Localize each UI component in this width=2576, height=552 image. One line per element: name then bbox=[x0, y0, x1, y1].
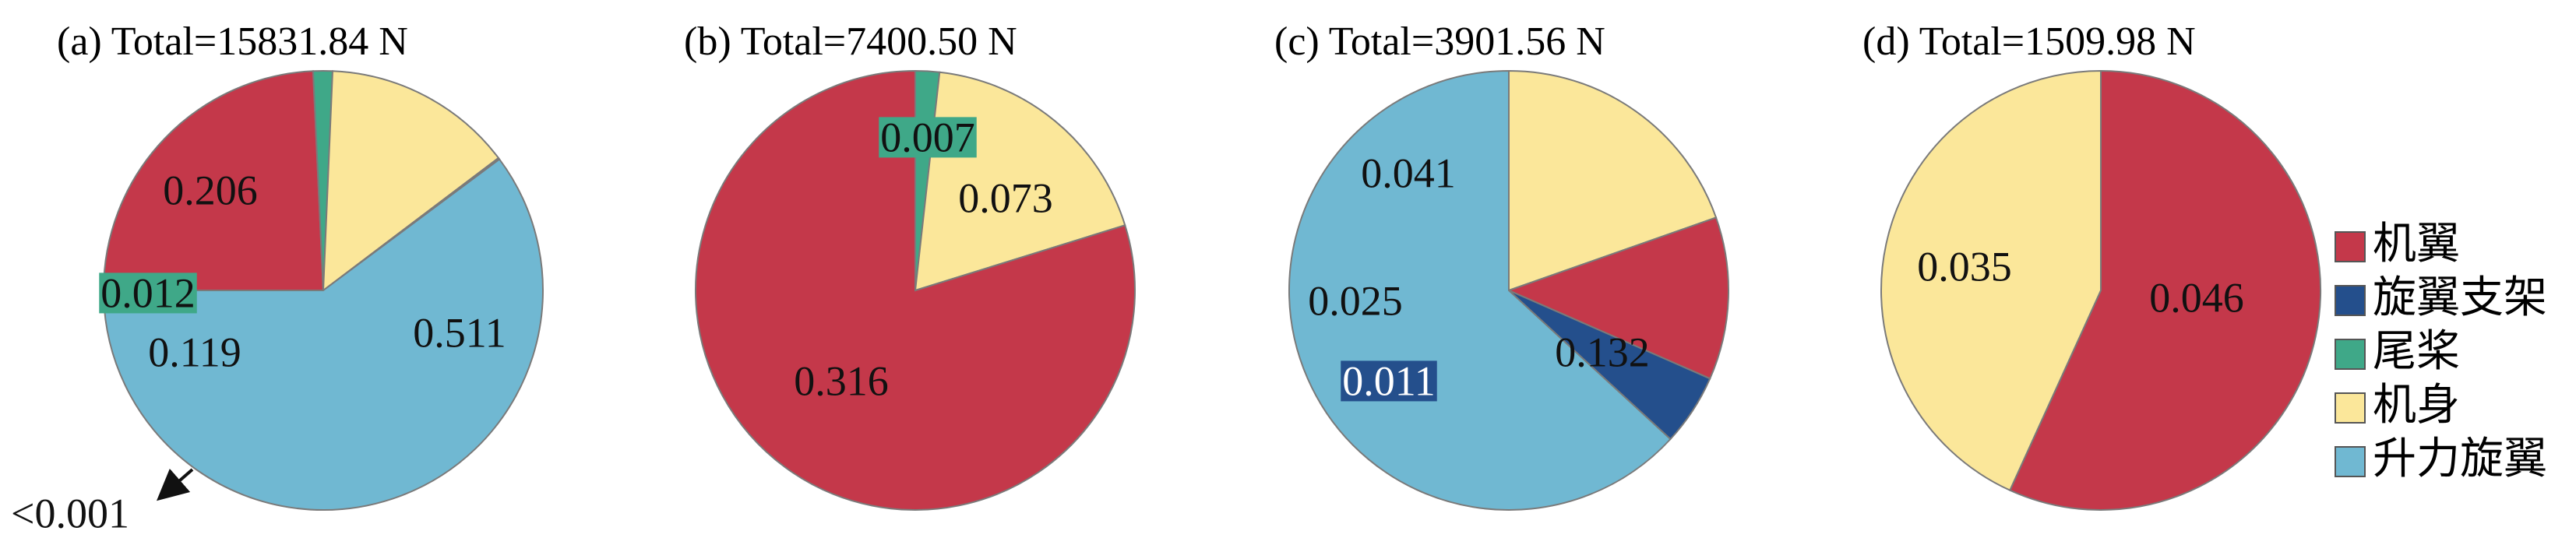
pie-slice bbox=[102, 70, 325, 291]
data-label-background bbox=[879, 117, 977, 158]
legend-swatch bbox=[2335, 285, 2366, 316]
data-label: 0.132 bbox=[1555, 329, 1650, 375]
panel-title: (b) Total=7400.50 N bbox=[684, 19, 1017, 64]
legend-label: 升力旋翼 bbox=[2373, 434, 2547, 484]
legend-swatch bbox=[2335, 392, 2366, 424]
pie-slice bbox=[2008, 69, 2321, 511]
data-label: 0.046 bbox=[2149, 274, 2244, 321]
pie-panel-4: (d) Total=1509.98 N 0.046 0.035 bbox=[1862, 19, 2321, 511]
data-label: 0.041 bbox=[1361, 149, 1456, 196]
callout-arrow bbox=[156, 468, 194, 501]
pie-slice bbox=[322, 70, 500, 293]
pie-slice bbox=[1880, 69, 2102, 492]
legend-label: 旋翼支架 bbox=[2373, 272, 2547, 323]
data-label: 0.035 bbox=[1917, 243, 2012, 290]
legend-swatch bbox=[2335, 339, 2366, 370]
data-label: 0.012 bbox=[100, 269, 196, 316]
legend-label: 机翼 bbox=[2373, 219, 2460, 269]
data-label: 0.073 bbox=[958, 174, 1053, 221]
data-label: 0.206 bbox=[163, 167, 258, 213]
pie-panel-2: (b) Total=7400.50 N 0.007 0.073 0.316 bbox=[684, 19, 1136, 511]
pie-slice bbox=[102, 158, 544, 512]
pie-slice bbox=[1506, 216, 1729, 380]
data-label-background bbox=[99, 272, 197, 314]
data-label: 0.011 bbox=[1342, 357, 1436, 404]
pie-panel-3: (c) Total=3901.56 N 0.041 0.025 0.011 0.132 bbox=[1274, 19, 1729, 511]
legend-label: 尾桨 bbox=[2373, 326, 2460, 377]
data-label: 0.007 bbox=[880, 114, 975, 160]
data-label: 0.119 bbox=[148, 329, 241, 375]
pie-panel-1: (a) Total=15831.84 N 0.206 0.012 0.119 <0.00… bbox=[11, 19, 544, 536]
pie-slice bbox=[694, 69, 1136, 511]
legend-label: 机身 bbox=[2373, 380, 2460, 431]
data-label: 0.316 bbox=[794, 357, 889, 404]
data-label: <0.001 bbox=[11, 490, 129, 536]
legend-swatch bbox=[2335, 446, 2366, 477]
legend-swatch bbox=[2335, 231, 2366, 262]
data-label: 0.025 bbox=[1308, 277, 1403, 324]
data-label: 0.511 bbox=[413, 309, 506, 356]
panel-title: (c) Total=3901.56 N bbox=[1274, 19, 1605, 64]
panel-title: (d) Total=1509.98 N bbox=[1862, 19, 2196, 64]
panel-title: (a) Total=15831.84 N bbox=[57, 19, 408, 64]
data-label-background bbox=[1341, 360, 1437, 402]
